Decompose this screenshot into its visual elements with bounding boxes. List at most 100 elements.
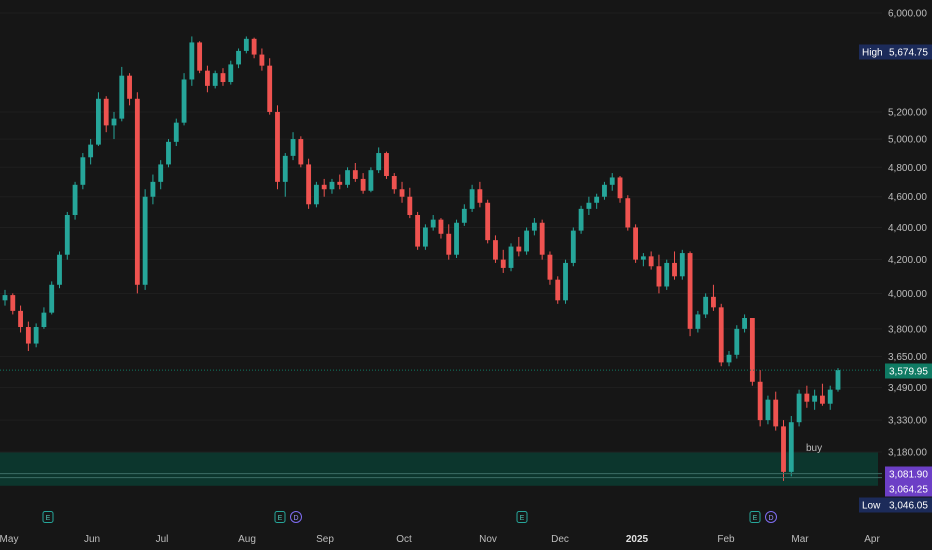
high-tag: 5,674.75 bbox=[889, 48, 928, 59]
dividend-marker[interactable] bbox=[765, 511, 777, 523]
low-tag: 3,046.05 bbox=[889, 501, 928, 512]
candle-body bbox=[10, 295, 16, 311]
candle-body bbox=[267, 65, 273, 112]
candle-body bbox=[119, 75, 125, 119]
x-tick-label: Dec bbox=[551, 534, 569, 545]
candle-body bbox=[742, 318, 747, 329]
candle-body bbox=[2, 295, 8, 301]
candle-body bbox=[228, 64, 234, 83]
candle-body bbox=[820, 395, 825, 404]
earnings-marker[interactable] bbox=[516, 511, 528, 523]
last-price-tag: 3,579.95 bbox=[889, 367, 928, 378]
low-tag-bg bbox=[885, 497, 932, 513]
candle-body bbox=[664, 262, 670, 287]
candle-body bbox=[88, 144, 94, 158]
candle-body bbox=[687, 253, 693, 329]
annotation-buy: buy bbox=[806, 443, 822, 454]
high-label-bg bbox=[859, 44, 885, 60]
candle-body bbox=[57, 254, 62, 285]
candle-body bbox=[469, 189, 475, 209]
candle-body bbox=[220, 73, 226, 83]
candle-body bbox=[695, 314, 701, 329]
candle-body bbox=[321, 184, 327, 190]
candles-group bbox=[2, 36, 841, 481]
candle-body bbox=[275, 111, 280, 182]
x-tick-label: Nov bbox=[479, 534, 497, 545]
y-tick-label: 4,000.00 bbox=[888, 289, 927, 300]
x-axis: May Jun Jul Aug Sep Oct Nov Dec 2025 Feb Mar Apr bbox=[0, 534, 880, 545]
candle-body bbox=[594, 196, 600, 203]
candle-body bbox=[773, 399, 779, 427]
candle-body bbox=[64, 215, 70, 255]
level-1-tag: 3,081.90 bbox=[889, 470, 928, 481]
event-marker-label: D bbox=[768, 515, 773, 522]
candle-body bbox=[765, 399, 771, 421]
candle-body bbox=[827, 389, 833, 404]
candle-body bbox=[384, 153, 389, 176]
earnings-marker[interactable] bbox=[42, 511, 54, 523]
y-tick-label: 5,000.00 bbox=[888, 135, 927, 146]
candle-body bbox=[508, 246, 514, 268]
candle-body bbox=[835, 370, 841, 390]
candle-body bbox=[726, 354, 732, 363]
candle-body bbox=[633, 227, 639, 260]
candle-body bbox=[197, 42, 203, 71]
candle-body bbox=[142, 196, 148, 285]
candle-body bbox=[625, 198, 631, 228]
y-tick-label: 3,650.00 bbox=[888, 352, 927, 363]
candle-body bbox=[212, 73, 218, 86]
candle-body bbox=[679, 253, 685, 277]
plot-background bbox=[0, 0, 882, 525]
candle-body bbox=[360, 178, 366, 191]
event-marker-label: E bbox=[520, 515, 525, 522]
x-tick-label: Jul bbox=[156, 534, 169, 545]
y-tick-label: 3,490.00 bbox=[888, 383, 927, 394]
candle-body bbox=[259, 54, 265, 66]
candle-body bbox=[422, 227, 428, 247]
x-tick-label: Oct bbox=[396, 534, 412, 545]
candle-body bbox=[812, 395, 818, 402]
candle-body bbox=[243, 38, 249, 51]
level-2-tag-bg bbox=[885, 481, 932, 497]
candle-body bbox=[282, 155, 288, 182]
high-label: High bbox=[862, 48, 883, 59]
candle-body bbox=[454, 222, 459, 255]
candle-body bbox=[41, 312, 47, 328]
event-marker-label: E bbox=[753, 515, 758, 522]
candle-body bbox=[617, 177, 623, 199]
candle-body bbox=[547, 254, 553, 280]
candle-body bbox=[781, 426, 786, 472]
candle-body bbox=[749, 318, 755, 382]
candle-body bbox=[376, 153, 382, 171]
price-tags: High 5,674.75 3,579.95 3,081.90 3,064.25 Low 3… bbox=[859, 44, 932, 513]
candle-body bbox=[788, 422, 794, 472]
level-lines bbox=[0, 473, 882, 479]
candle-body bbox=[586, 202, 592, 209]
candle-body bbox=[563, 262, 568, 301]
dividend-marker[interactable] bbox=[290, 511, 302, 523]
candle-body bbox=[80, 157, 86, 185]
candle-body bbox=[570, 230, 576, 263]
candle-body bbox=[648, 256, 654, 267]
candle-body bbox=[18, 310, 23, 328]
candle-body bbox=[127, 75, 132, 99]
x-tick-label: Feb bbox=[717, 534, 735, 545]
candle-body bbox=[656, 266, 662, 287]
candle-body bbox=[72, 184, 78, 216]
earnings-marker[interactable] bbox=[749, 511, 761, 523]
low-label-bg bbox=[859, 497, 885, 513]
y-tick-label: 3,800.00 bbox=[888, 324, 927, 335]
candle-body bbox=[49, 284, 55, 313]
x-tick-label: May bbox=[0, 534, 18, 545]
candle-body bbox=[236, 50, 241, 65]
candle-body bbox=[640, 256, 646, 260]
x-tick-label: Jun bbox=[84, 534, 100, 545]
x-tick-label: Aug bbox=[238, 534, 256, 545]
earnings-marker[interactable] bbox=[274, 511, 286, 523]
candle-body bbox=[306, 164, 312, 205]
y-tick-label: 4,400.00 bbox=[888, 223, 927, 234]
low-label: Low bbox=[862, 501, 881, 512]
y-tick-label: 4,800.00 bbox=[888, 163, 927, 174]
y-tick-label: 3,330.00 bbox=[888, 416, 927, 427]
